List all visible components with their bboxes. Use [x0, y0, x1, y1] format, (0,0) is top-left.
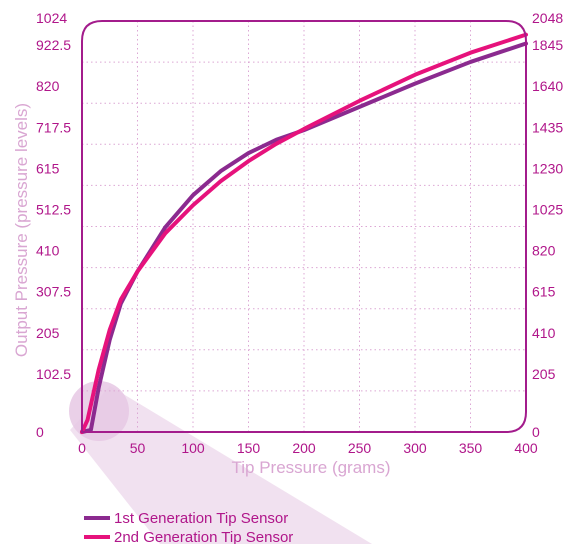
y-tick-label: 922.5: [36, 37, 71, 53]
x-tick-label: 350: [459, 440, 483, 456]
y-tick-label: 512.5: [36, 202, 71, 218]
legend-label: 2nd Generation Tip Sensor: [114, 529, 293, 544]
y2-tick-label: 1640: [532, 78, 563, 94]
x-tick-label: 50: [130, 440, 146, 456]
x-tick-label: 150: [237, 440, 261, 456]
y-tick-label: 0: [36, 424, 44, 440]
y-tick-label: 820: [36, 78, 60, 94]
y-axis-ticks: 0 102.5 205 307.5 410 512.5 615 717.5 820 922.5 10…: [36, 10, 71, 440]
legend: 1st Generation Tip Sensor 2nd Generation …: [84, 510, 293, 544]
x-tick-label: 400: [514, 440, 538, 456]
legend-label: 1st Generation Tip Sensor: [114, 510, 288, 527]
y2-tick-label: 2048: [532, 10, 563, 26]
y2-tick-label: 205: [532, 366, 556, 382]
y2-tick-label: 820: [532, 243, 556, 259]
y-axis-title: Output Pressure (pressure levels): [12, 103, 31, 357]
y-tick-label: 102.5: [36, 366, 71, 382]
x-tick-label: 300: [403, 440, 427, 456]
y-tick-label: 717.5: [36, 119, 71, 135]
x-tick-label: 0: [78, 440, 86, 456]
y2-axis-ticks: 0 205 410 615 820 1025 1230 1435 1640 1845 2048: [532, 10, 563, 440]
y-tick-label: 1024: [36, 10, 67, 26]
y2-tick-label: 1230: [532, 160, 563, 176]
x-tick-label: 100: [181, 440, 205, 456]
y-tick-label: 205: [36, 325, 60, 341]
series-lines: [80, 32, 528, 434]
y-tick-label: 410: [36, 243, 60, 259]
x-axis-ticks: 0 50 100 150 200 250 300 350 400: [78, 440, 538, 456]
y2-tick-label: 615: [532, 284, 556, 300]
x-tick-label: 250: [348, 440, 372, 456]
y2-tick-label: 1845: [532, 37, 563, 53]
y2-tick-label: 410: [532, 325, 556, 341]
x-tick-label: 200: [292, 440, 316, 456]
y-tick-label: 307.5: [36, 284, 71, 300]
grid-lines: [82, 21, 526, 432]
series-line: [80, 41, 528, 434]
y-tick-label: 615: [36, 160, 60, 176]
y2-tick-label: 1435: [532, 119, 563, 135]
plot-frame: [81, 20, 527, 433]
y2-tick-label: 0: [532, 424, 540, 440]
y2-tick-label: 1025: [532, 202, 563, 218]
magnifier-beam: [70, 386, 372, 544]
x-axis-title: Tip Pressure (grams): [231, 458, 390, 477]
series-line: [80, 32, 528, 434]
